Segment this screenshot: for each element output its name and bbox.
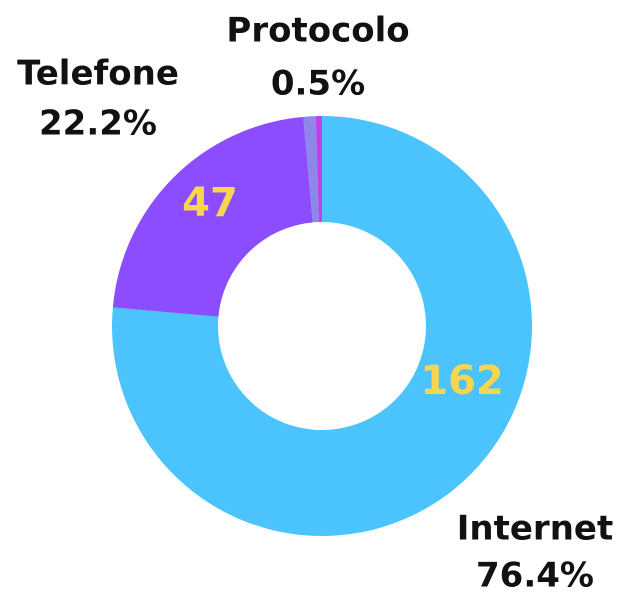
percent-label: 0.5% bbox=[271, 64, 365, 104]
donut-slice bbox=[303, 116, 319, 223]
value-label: 162 bbox=[420, 358, 504, 404]
percent-label: 22.2% bbox=[39, 104, 157, 144]
percent-label: 76.4% bbox=[476, 556, 594, 596]
category-label: Telefone bbox=[17, 54, 179, 94]
donut-slice bbox=[315, 116, 322, 223]
category-label: Protocolo bbox=[226, 11, 409, 51]
value-label: 47 bbox=[182, 180, 238, 226]
category-label: Internet bbox=[457, 509, 613, 549]
donut-slice bbox=[112, 116, 313, 317]
donut-slice bbox=[112, 116, 532, 537]
